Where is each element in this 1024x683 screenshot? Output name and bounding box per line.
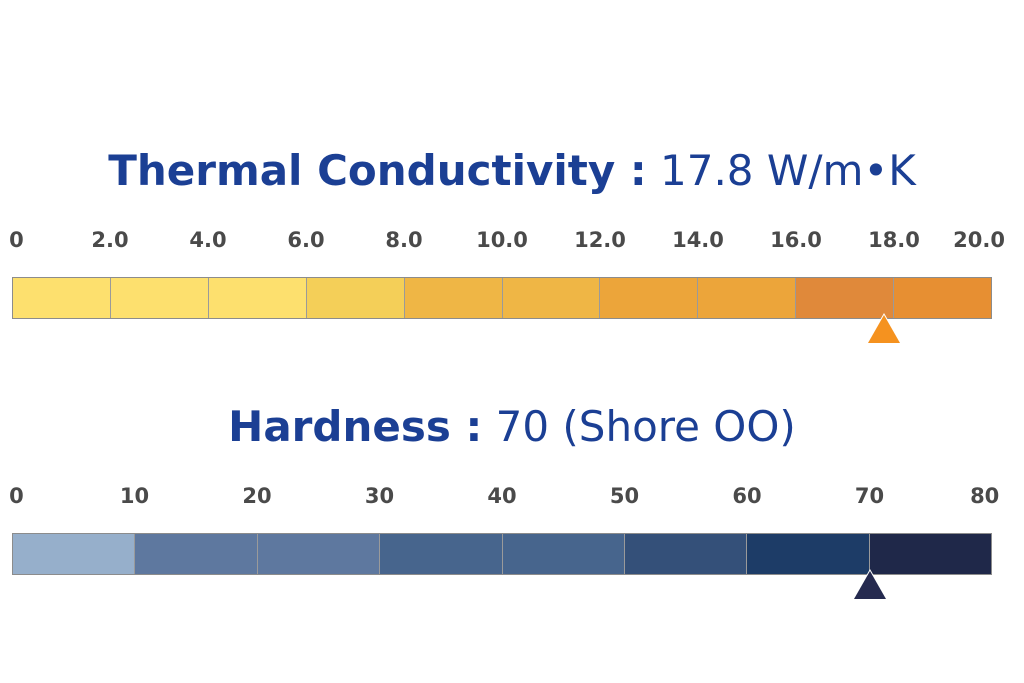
thermal-tick-label: 18.0	[868, 228, 920, 252]
hardness-scale-segment	[13, 534, 136, 574]
thermal-title-value: 17.8 W/m•K	[660, 146, 916, 195]
hardness-title: Hardness : 70 (Shore OO)	[0, 402, 1024, 452]
hardness-scale-segment	[502, 534, 625, 574]
thermal-tick-label: 4.0	[189, 228, 227, 252]
hardness-scale-segment	[747, 534, 870, 574]
thermal-tick-label: 14.0	[672, 228, 724, 252]
hardness-tick-label: 60	[732, 484, 762, 508]
thermal-tick-label: 0	[9, 228, 24, 252]
hardness-tick-label: 50	[609, 484, 640, 508]
hardness-tick-label: 40	[487, 484, 517, 508]
thermal-tick-label: 16.0	[770, 228, 822, 252]
thermal-scale-segment	[404, 278, 503, 318]
thermal-conductivity-title: Thermal Conductivity : 17.8 W/m•K	[0, 146, 1024, 196]
thermal-scale-segment	[110, 278, 209, 318]
thermal-scale-segment	[502, 278, 601, 318]
thermal-tick-label: 12.0	[574, 228, 626, 252]
thermal-scale-segment	[600, 278, 699, 318]
hardness-tick-label: 10	[119, 484, 150, 508]
hardness-tick-label: 0	[9, 484, 24, 508]
hardness-value-marker	[853, 571, 886, 599]
hardness-scale-segment	[624, 534, 748, 574]
thermal-scale-segment	[894, 278, 992, 318]
hardness-tick-label: 70	[854, 484, 885, 508]
hardness-scale-segment	[257, 534, 381, 574]
thermal-tick-label: 8.0	[385, 228, 423, 252]
thermal-value-marker	[868, 315, 901, 343]
thermal-tick-label: 20.0	[953, 228, 1005, 252]
hardness-tick-label: 80	[970, 484, 1000, 508]
hardness-scale-segment	[380, 534, 503, 574]
hardness-scale-bar	[12, 533, 992, 575]
thermal-tick-label: 10.0	[476, 228, 528, 252]
thermal-scale-segment	[306, 278, 405, 318]
thermal-tick-label: 6.0	[287, 228, 325, 252]
thermal-tick-label: 2.0	[91, 228, 129, 252]
thermal-scale-segment	[208, 278, 307, 318]
hardness-scale-segment	[135, 534, 258, 574]
thermal-scale-segment	[698, 278, 797, 318]
hardness-tick-label: 30	[364, 484, 395, 508]
thermal-scale-bar	[12, 277, 992, 319]
thermal-title-label: Thermal Conductivity :	[108, 146, 647, 195]
thermal-scale-segment	[13, 278, 111, 318]
hardness-title-label: Hardness :	[228, 402, 483, 451]
hardness-title-value: 70 (Shore OO)	[495, 402, 796, 451]
thermal-scale-segment	[796, 278, 895, 318]
hardness-scale-segment	[869, 534, 991, 574]
hardness-tick-label: 20	[242, 484, 272, 508]
